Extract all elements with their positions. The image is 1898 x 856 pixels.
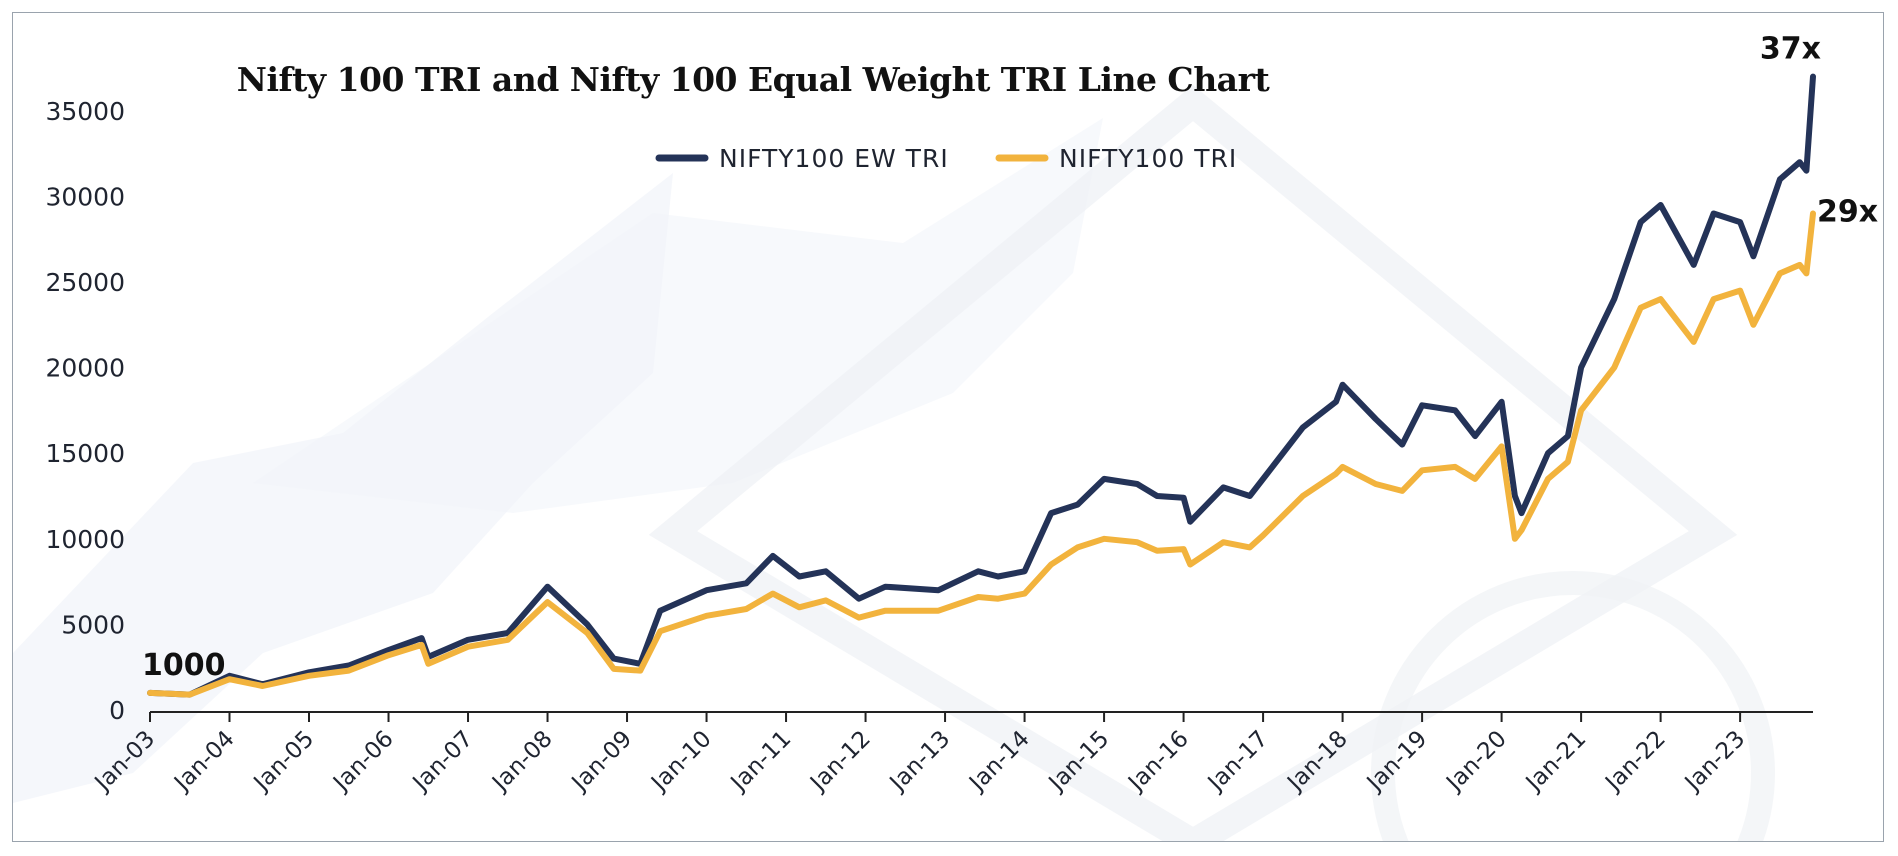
annotation-label: 37x <box>1760 32 1821 67</box>
y-tick-label: 0 <box>109 696 125 725</box>
x-tick-label: Jan-12 <box>804 726 875 797</box>
watermark-logo-icon <box>648 84 1738 841</box>
x-tick-label: Jan-05 <box>248 726 319 797</box>
x-tick-label: Jan-16 <box>1122 726 1193 797</box>
x-tick-label: Jan-13 <box>884 726 955 797</box>
y-tick-label: 35000 <box>45 97 125 126</box>
series-line-ew <box>147 73 1816 698</box>
x-tick-label: Jan-07 <box>407 726 478 797</box>
x-tick-label: Jan-20 <box>1440 726 1511 797</box>
y-tick-label: 30000 <box>45 182 125 211</box>
x-tick-label: Jan-15 <box>1043 726 1114 797</box>
x-axis-ticks: Jan-03 Jan-04 Jan-05 Jan-06 Jan-07 Jan-08 Jan-… <box>89 712 1750 797</box>
x-tick-label: Jan-19 <box>1361 726 1432 797</box>
legend-item-tri: NIFTY100 TRI <box>995 144 1237 173</box>
x-tick-label: Jan-23 <box>1679 726 1750 797</box>
x-tick-label: Jan-14 <box>963 726 1034 797</box>
legend-item-ew: NIFTY100 EW TRI <box>655 144 949 173</box>
legend-label-ew: NIFTY100 EW TRI <box>719 144 949 173</box>
series-layer <box>147 73 1816 698</box>
x-tick-label: Jan-17 <box>1202 726 1273 797</box>
x-tick-label: Jan-10 <box>645 726 716 797</box>
chart-frame: Nifty 100 TRI and Nifty 100 Equal Weight… <box>12 12 1884 842</box>
y-tick-label: 15000 <box>45 439 125 468</box>
x-tick-label: Jan-06 <box>327 726 398 797</box>
x-tick-label: Jan-08 <box>486 726 557 797</box>
y-tick-label: 25000 <box>45 268 125 297</box>
annotations-layer: 1000 37x 29x <box>142 32 1878 683</box>
watermark-arrow-large-icon <box>253 118 1103 513</box>
annotation-label: 1000 <box>142 648 226 683</box>
series-line-tri <box>147 210 1816 698</box>
y-tick-label: 5000 <box>61 610 125 639</box>
x-tick-label: Jan-09 <box>566 726 637 797</box>
x-tick-label: Jan-21 <box>1520 726 1591 797</box>
x-tick-label: Jan-11 <box>725 726 796 797</box>
x-tick-label: Jan-04 <box>168 726 239 797</box>
watermark-circle-icon <box>1371 571 1775 841</box>
y-axis-ticks: 0 5000 10000 15000 20000 25000 30000 35000 <box>45 97 125 725</box>
background-watermark <box>13 84 1775 841</box>
y-tick-label: 20000 <box>45 354 125 383</box>
x-tick-label: Jan-18 <box>1281 726 1352 797</box>
x-tick-label: Jan-22 <box>1599 726 1670 797</box>
chart-title: Nifty 100 TRI and Nifty 100 Equal Weight… <box>237 60 1271 99</box>
line-chart: Nifty 100 TRI and Nifty 100 Equal Weight… <box>45 32 1878 798</box>
legend: NIFTY100 EW TRI NIFTY100 TRI <box>655 144 1237 173</box>
legend-label-tri: NIFTY100 TRI <box>1059 144 1237 173</box>
annotation-label: 29x <box>1817 195 1878 230</box>
x-tick-label: Jan-03 <box>89 726 160 797</box>
y-tick-label: 10000 <box>45 525 125 554</box>
